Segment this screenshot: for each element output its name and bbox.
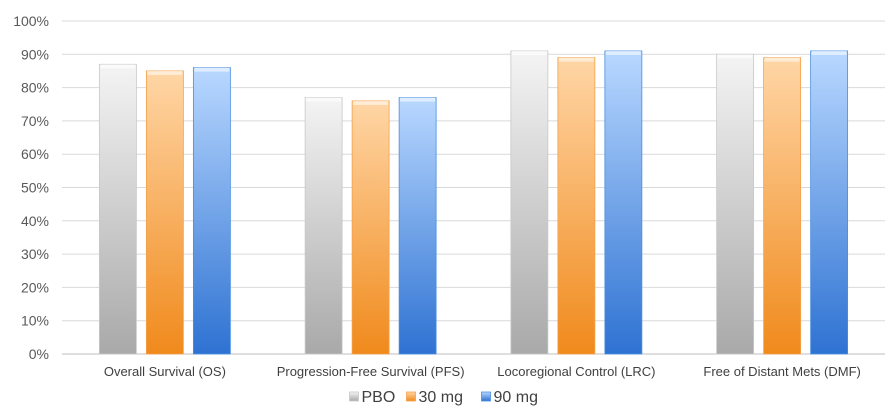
y-tick-label: 50% — [21, 180, 49, 196]
bar-30-mg — [351, 100, 390, 355]
y-tick-label: 90% — [21, 46, 49, 62]
x-tick-label: Locoregional Control (LRC) — [497, 364, 655, 379]
x-tick-label: Overall Survival (OS) — [104, 364, 226, 379]
bars — [98, 50, 849, 355]
y-tick-label: 70% — [21, 113, 49, 129]
bar-highlight — [194, 67, 230, 72]
y-tick-label: 40% — [21, 213, 49, 229]
y-tick-label: 0% — [29, 346, 49, 362]
bar-90-mg — [604, 50, 643, 355]
bar-pbo — [510, 50, 549, 355]
bar-highlight — [400, 97, 436, 102]
y-tick-label: 60% — [21, 146, 49, 162]
bar-30-mg — [145, 70, 184, 355]
x-axis: Overall Survival (OS) Progression-Free Su… — [104, 364, 861, 379]
bar-pbo — [98, 63, 137, 355]
bar-highlight — [147, 70, 183, 75]
legend-swatch — [406, 391, 416, 402]
bar-highlight — [100, 64, 136, 69]
legend: PBO 30 mg 90 mg — [349, 389, 538, 406]
bar-90-mg — [192, 67, 231, 355]
legend-label: 90 mg — [494, 389, 538, 406]
bar-highlight — [717, 54, 753, 59]
y-tick-label: 80% — [21, 80, 49, 96]
y-tick-label: 10% — [21, 313, 49, 329]
y-tick-label: 100% — [13, 13, 49, 29]
bar-highlight — [605, 50, 641, 55]
bar-highlight — [306, 97, 342, 102]
y-axis: 0% 10% 20% 30% 40% 50% 60% 70% 80% 90% 100% — [13, 13, 49, 362]
gridlines — [62, 20, 885, 355]
legend-label: 30 mg — [419, 389, 463, 406]
bar-30-mg — [763, 57, 802, 355]
bar-highlight — [353, 100, 389, 105]
bar-highlight — [558, 57, 594, 62]
bar-pbo — [304, 97, 343, 355]
bar-highlight — [764, 57, 800, 62]
legend-label: PBO — [362, 389, 396, 406]
bar-90-mg — [398, 97, 437, 355]
legend-swatch — [349, 391, 359, 402]
bar-highlight — [811, 50, 847, 55]
bar-30-mg — [557, 57, 596, 355]
legend-swatch — [481, 391, 491, 402]
y-tick-label: 20% — [21, 279, 49, 295]
bar-highlight — [511, 50, 547, 55]
y-tick-label: 30% — [21, 246, 49, 262]
bar-pbo — [716, 53, 755, 355]
x-tick-label: Free of Distant Mets (DMF) — [703, 364, 860, 379]
x-tick-label: Progression-Free Survival (PFS) — [277, 364, 465, 379]
bar-90-mg — [810, 50, 849, 355]
